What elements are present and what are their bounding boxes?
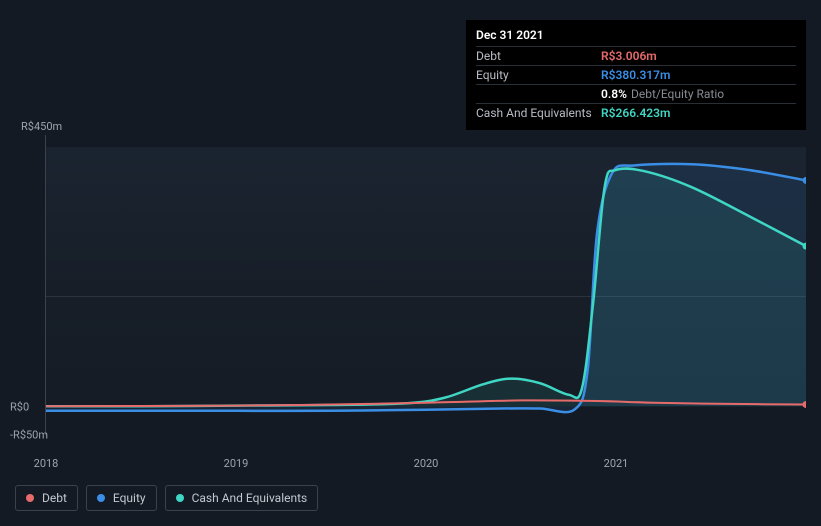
tooltip-row: 0.8% Debt/Equity Ratio — [476, 84, 796, 103]
x-tick: 2019 — [224, 457, 249, 470]
legend-label: Cash And Equivalents — [192, 491, 308, 505]
legend-swatch — [26, 494, 34, 502]
tooltip-row-value: R$3.006m — [601, 49, 657, 63]
tooltip-row-label: Debt — [476, 49, 601, 63]
legend-item-cash-and-equivalents[interactable]: Cash And Equivalents — [165, 485, 319, 511]
chart-svg — [46, 135, 806, 435]
y-tick-neg: -R$50m — [10, 429, 48, 442]
debt-equity-chart: R$450m R$0 -R$50m 2018201920202021 — [15, 120, 805, 435]
tooltip-row-value: R$266.423m — [601, 106, 670, 120]
x-tick: 2020 — [414, 457, 439, 470]
chart-legend: Debt Equity Cash And Equivalents — [15, 485, 318, 511]
tooltip-date: Dec 31 2021 — [476, 28, 796, 46]
tooltip-row: EquityR$380.317m — [476, 65, 796, 84]
tooltip-row-label: Equity — [476, 68, 601, 82]
legend-label: Equity — [113, 491, 146, 505]
x-tick: 2021 — [604, 457, 629, 470]
series-fill-cash-and-equivalents — [46, 168, 806, 406]
legend-label: Debt — [42, 491, 67, 505]
x-tick: 2018 — [34, 457, 59, 470]
tooltip-row-suffix: Debt/Equity Ratio — [631, 87, 724, 101]
legend-swatch — [97, 494, 105, 502]
y-tick-zero: R$0 — [10, 401, 29, 414]
legend-item-equity[interactable]: Equity — [86, 485, 157, 511]
plot-area: R$0 -R$50m 2018201920202021 — [45, 135, 805, 435]
chart-tooltip: Dec 31 2021 DebtR$3.006mEquityR$380.317m… — [466, 20, 806, 130]
tooltip-row: DebtR$3.006m — [476, 46, 796, 65]
tooltip-row-label — [476, 87, 601, 101]
tooltip-row-label: Cash And Equivalents — [476, 106, 601, 120]
tooltip-row-value: 0.8% — [601, 87, 627, 101]
y-axis-label-top: R$450m — [21, 120, 805, 133]
legend-item-debt[interactable]: Debt — [15, 485, 78, 511]
legend-swatch — [176, 494, 184, 502]
tooltip-row-value: R$380.317m — [601, 68, 670, 82]
